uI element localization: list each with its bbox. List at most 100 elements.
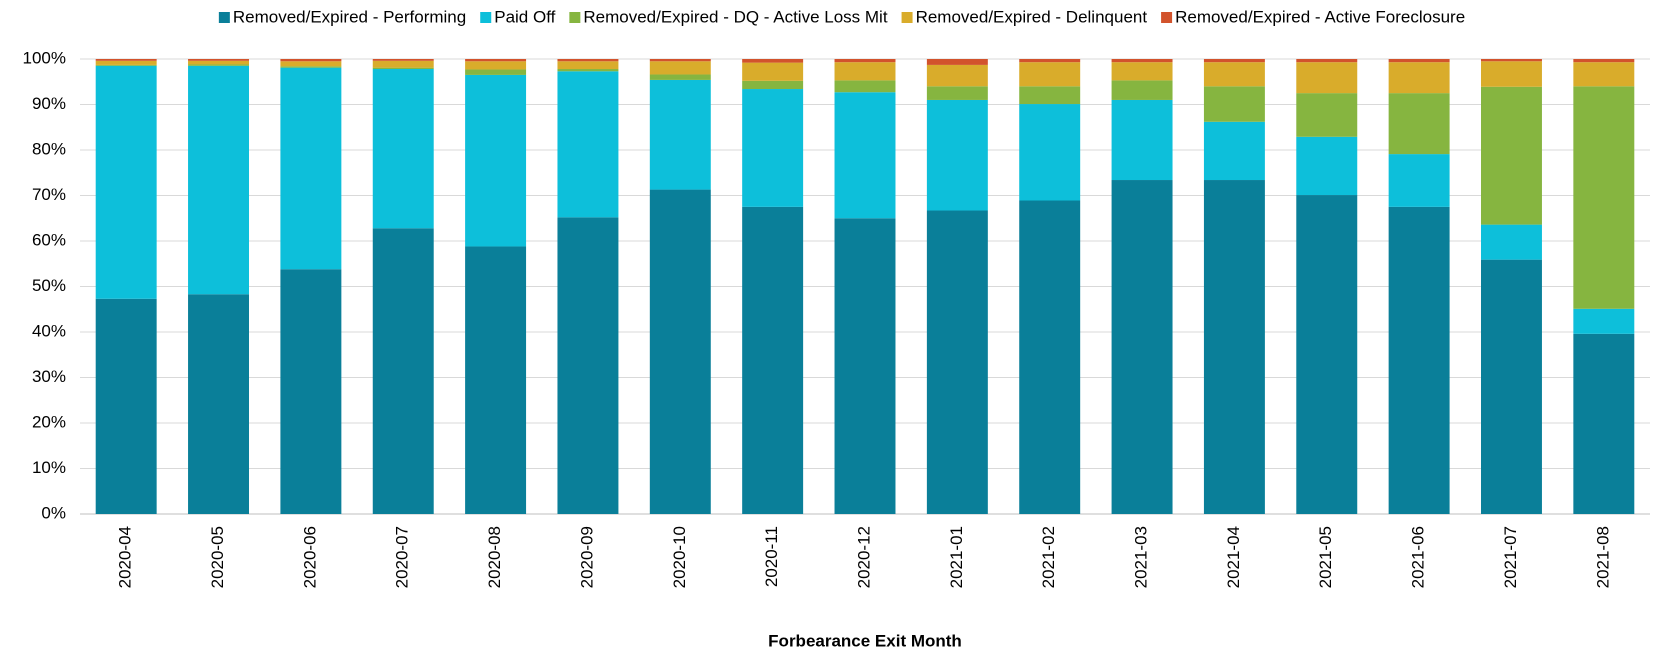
- bar-segment: [280, 269, 342, 514]
- legend-label: Removed/Expired - Delinquent: [916, 7, 1148, 26]
- x-tick-label: 2021-03: [1132, 526, 1151, 588]
- bar-segment: [95, 59, 157, 61]
- bar-segment: [742, 206, 804, 514]
- bar-segment: [1573, 62, 1635, 87]
- bar-segment: [1296, 195, 1358, 515]
- y-tick-label: 20%: [32, 412, 66, 431]
- bar-segment: [1019, 200, 1081, 514]
- bar-segment: [280, 61, 342, 67]
- bar-segment: [834, 62, 896, 81]
- bar-segment: [926, 86, 988, 100]
- bar-segment: [1388, 62, 1450, 94]
- bar-segment: [1388, 93, 1450, 155]
- x-tick-label: 2020-10: [670, 526, 689, 588]
- bar-segment: [1573, 333, 1635, 514]
- bar-segment: [649, 79, 711, 190]
- x-tick-label: 2021-04: [1224, 526, 1243, 588]
- bar-segment: [1296, 136, 1358, 196]
- bar-segment: [1296, 59, 1358, 63]
- bar-segment: [1480, 61, 1542, 87]
- bar-segment: [557, 217, 619, 514]
- bar-segment: [280, 67, 342, 270]
- bar-segment: [1296, 93, 1358, 137]
- bar-segment: [1019, 59, 1081, 63]
- y-tick-label: 10%: [32, 458, 66, 477]
- bar-segment: [1573, 86, 1635, 309]
- bar-segment: [372, 60, 434, 68]
- x-tick-label: 2020-09: [577, 526, 596, 588]
- bar-segment: [372, 59, 434, 61]
- bar-segment: [834, 80, 896, 93]
- x-tick-label: 2020-04: [116, 526, 135, 588]
- bar-segment: [188, 60, 250, 65]
- bar-segment: [1388, 59, 1450, 63]
- x-axis-title: Forbearance Exit Month: [768, 631, 962, 650]
- y-tick-label: 70%: [32, 185, 66, 204]
- bar-segment: [1296, 62, 1358, 94]
- legend-label: Removed/Expired - Performing: [233, 7, 466, 26]
- bar-segment: [557, 59, 619, 62]
- bar-segment: [834, 218, 896, 514]
- bar-segment: [465, 246, 527, 514]
- x-tick-label: 2021-07: [1501, 526, 1520, 588]
- bar-segment: [557, 69, 619, 72]
- bar-segment: [557, 61, 619, 70]
- bar-segment: [649, 59, 711, 62]
- bar-segment: [926, 64, 988, 87]
- bar-segment: [1480, 259, 1542, 514]
- y-tick-label: 0%: [41, 503, 66, 522]
- bar-segment: [649, 74, 711, 80]
- bar-segment: [1480, 86, 1542, 225]
- bar-segment: [1111, 62, 1173, 81]
- y-tick-label: 100%: [23, 48, 66, 67]
- bar-segment: [465, 74, 527, 247]
- bar-segment: [280, 66, 342, 68]
- bar-segment: [742, 89, 804, 207]
- bar-segment: [1388, 154, 1450, 207]
- bar-segment: [1019, 104, 1081, 201]
- x-tick-label: 2020-07: [393, 526, 412, 588]
- bar-segment: [188, 64, 250, 66]
- bar-segment: [188, 59, 250, 61]
- x-tick-label: 2021-08: [1593, 526, 1612, 588]
- legend-swatch: [569, 12, 581, 23]
- x-tick-label: 2021-02: [1039, 526, 1058, 588]
- bar-segment: [742, 62, 804, 81]
- y-tick-label: 50%: [32, 276, 66, 295]
- x-tick-label: 2020-06: [300, 526, 319, 588]
- bar-segment: [1203, 180, 1265, 514]
- bar-segment: [649, 189, 711, 514]
- bar-segment: [834, 59, 896, 63]
- bar-segment: [465, 59, 527, 62]
- bar-segment: [1203, 59, 1265, 63]
- bar-segment: [372, 67, 434, 70]
- bar-segment: [742, 59, 804, 63]
- y-tick-label: 30%: [32, 367, 66, 386]
- y-tick-label: 40%: [32, 321, 66, 340]
- x-tick-label: 2020-11: [762, 526, 781, 587]
- bar-segment: [1203, 86, 1265, 122]
- bar-segment: [1573, 308, 1635, 334]
- bar-segment: [1388, 206, 1450, 514]
- bar-segment: [95, 64, 157, 66]
- bar-segment: [280, 59, 342, 62]
- bar-segment: [465, 69, 527, 75]
- legend-swatch: [480, 12, 492, 23]
- bar-segment: [649, 61, 711, 75]
- bar-segment: [834, 92, 896, 219]
- bar-segment: [1573, 59, 1635, 63]
- bar-segment: [372, 228, 434, 514]
- legend: Removed/Expired - Performing Paid Off Remo…: [218, 7, 1465, 26]
- bar-segment: [1111, 180, 1173, 514]
- legend-swatch: [1161, 12, 1173, 23]
- y-tick-label: 60%: [32, 230, 66, 249]
- bar-segment: [926, 59, 988, 65]
- legend-label: Paid Off: [494, 7, 555, 26]
- bar-segment: [1111, 99, 1173, 181]
- bar-segment: [926, 210, 988, 514]
- y-tick-label: 90%: [32, 94, 66, 113]
- bar-segment: [557, 71, 619, 218]
- x-tick-label: 2021-05: [1316, 526, 1335, 588]
- legend-label: Removed/Expired - DQ - Active Loss Mit: [583, 7, 887, 26]
